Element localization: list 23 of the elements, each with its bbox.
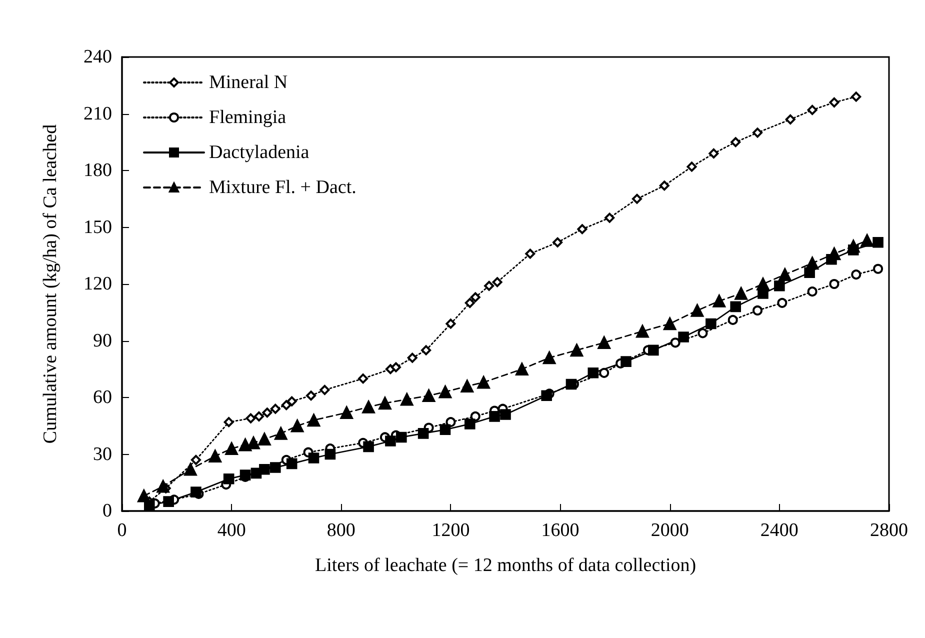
y-axis-title: Cumulative amount (kg/ha) of Ca leached <box>40 124 61 444</box>
y-tick-label: 180 <box>84 160 112 181</box>
y-tick-label: 240 <box>84 46 112 68</box>
legend-label: Mixture Fl. + Dact. <box>209 177 356 198</box>
x-tick-label: 0 <box>117 520 127 541</box>
y-tick-label: 60 <box>93 387 112 408</box>
legend-label: Flemingia <box>209 107 287 128</box>
y-tick-label: 30 <box>93 444 112 465</box>
y-tick-label: 210 <box>84 103 112 124</box>
x-tick-label: 2800 <box>870 520 908 541</box>
legend-label: Mineral N <box>209 72 288 93</box>
x-tick-label: 2000 <box>650 520 689 541</box>
y-tick-label: 150 <box>84 216 112 238</box>
x-tick-label: 800 <box>326 520 356 541</box>
legend-label: Dactyladenia <box>209 142 310 163</box>
y-tick-label: 0 <box>102 500 112 522</box>
x-axis-title: Liters of leachate (= 12 months of data collection) <box>314 555 696 576</box>
y-tick-label: 120 <box>84 274 112 294</box>
y-tick-label: 90 <box>93 330 112 352</box>
x-tick-label: 400 <box>217 520 246 541</box>
x-tick-label: 1200 <box>432 520 470 541</box>
x-tick-label: 1600 <box>541 520 580 541</box>
x-tick-label: 2400 <box>760 520 798 541</box>
